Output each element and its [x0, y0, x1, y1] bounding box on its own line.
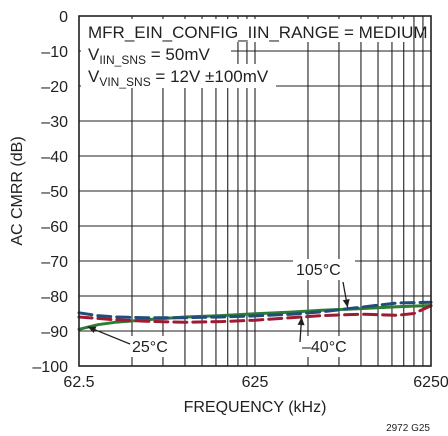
curve-label-arrowhead: [87, 326, 97, 334]
series-lines: [77, 300, 433, 331]
annotation-line-3: VVIN_SNS = 12V ±100mV: [88, 67, 269, 89]
y-tick-label: –100: [32, 359, 68, 376]
annotation-line-1: MFR_EIN_CONFIG_IIN_RANGE = MEDIUM: [88, 23, 428, 42]
curve-label-arrowhead: [342, 299, 350, 308]
curve-label-background: [129, 336, 181, 357]
y-tick-label: –80: [41, 289, 68, 306]
annotation-line-3-main: V: [88, 67, 100, 86]
y-tick-label: –20: [41, 79, 68, 96]
y-tick-label: –10: [41, 44, 68, 61]
figure-id: 2972 G25: [386, 423, 430, 434]
curve-label: 25°C: [132, 339, 168, 356]
curve-label: 105°C: [296, 262, 341, 279]
x-tick-label: 6250: [413, 374, 448, 391]
curve-label-background: [299, 336, 355, 357]
x-axis-label: FREQUENCY (kHz): [184, 399, 327, 416]
annotation-background: [81, 19, 407, 42]
y-tick-labels: 0 –10 –20 –30 –40 –50 –60 –70 –80 –90 –100: [32, 9, 68, 376]
y-tick-label: –30: [41, 114, 68, 131]
y-axis-label: AC CMRR (dB): [9, 136, 26, 245]
curve-label-background: [293, 259, 355, 280]
annotation-line-2-rest: = 50mV: [146, 45, 210, 64]
annotation-line-3-rest: = 12V ±100mV: [151, 67, 269, 86]
y-tick-label: –50: [41, 184, 68, 201]
annotation-line-2-main: V: [88, 45, 100, 64]
plot-frame: [78, 15, 432, 367]
curve-label: –40°C: [302, 339, 347, 356]
annotation-background-3: [81, 64, 276, 88]
curve-label-arrowhead: [297, 317, 305, 326]
annotation-line-3-sub: VIN_SNS: [99, 75, 150, 89]
y-tick-label: –60: [41, 219, 68, 236]
annotation-background-2: [81, 42, 231, 64]
annotation-line-2-sub: IIN_SNS: [99, 53, 146, 67]
y-tick-label: –90: [41, 324, 68, 341]
series-line-0: [77, 304, 433, 331]
annotation-line-2: VIIN_SNS = 50mV: [88, 45, 210, 67]
y-tick-label: –40: [41, 149, 68, 166]
y-tick-label: 0: [59, 9, 68, 26]
curve-labels: 105°C 25°C –40°C: [87, 259, 355, 357]
x-tick-label: 625: [242, 374, 269, 391]
x-tick-labels: 62.5 625 6250: [63, 374, 448, 391]
x-tick-label: 62.5: [63, 374, 94, 391]
series-line-2: [77, 304, 433, 324]
series-line-1: [77, 300, 433, 320]
y-tick-label: –70: [41, 254, 68, 271]
